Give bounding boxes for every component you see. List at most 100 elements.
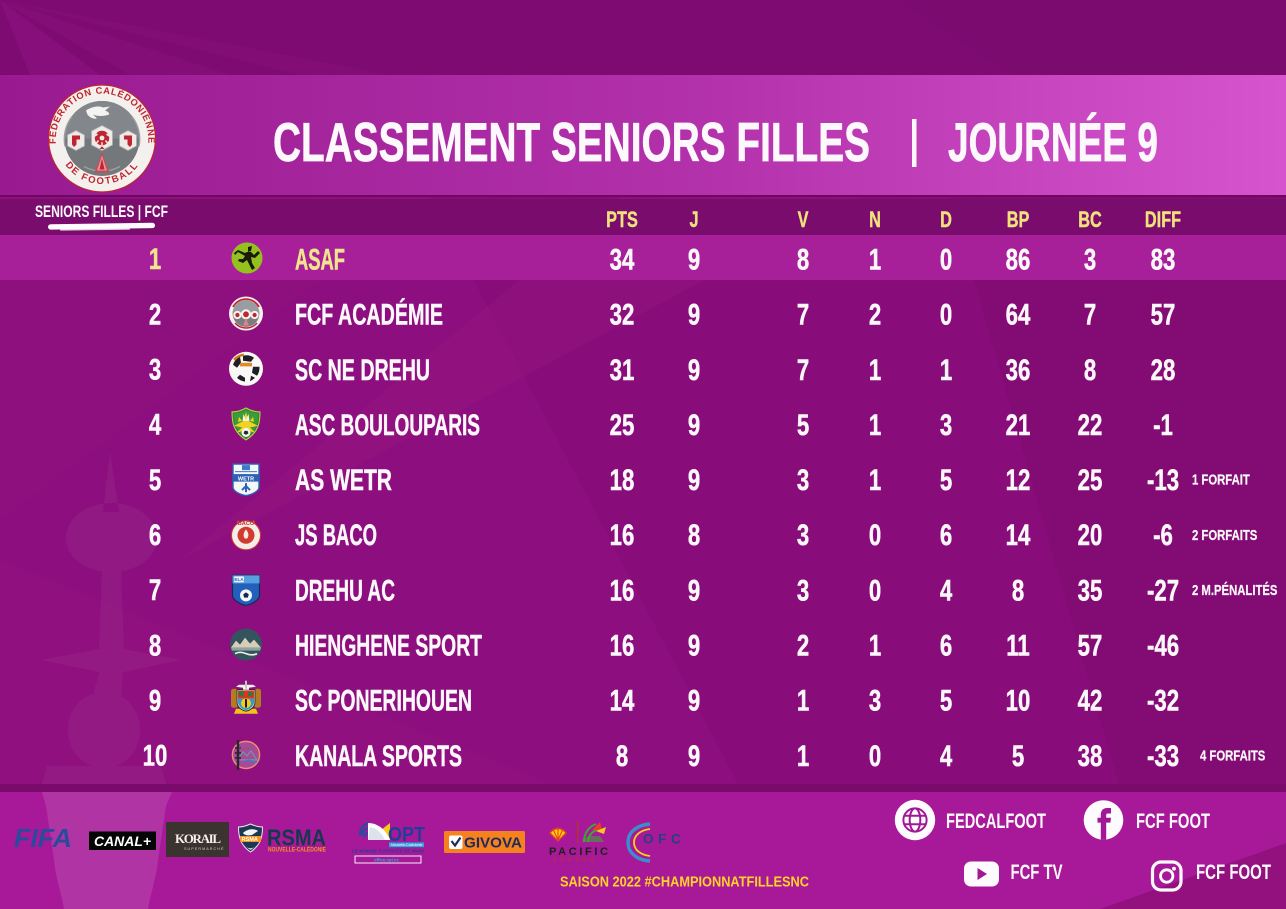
- svg-text:8: 8: [688, 518, 700, 552]
- svg-text:3: 3: [149, 352, 161, 386]
- svg-text:DREHU AC: DREHU AC: [295, 574, 395, 607]
- svg-text:16: 16: [610, 628, 635, 662]
- svg-text:5: 5: [940, 683, 952, 717]
- svg-text:-27: -27: [1147, 573, 1179, 607]
- svg-text:LE MONDE À PORTÉE DE MAIN: LE MONDE À PORTÉE DE MAIN: [352, 847, 425, 855]
- svg-text:D: D: [940, 208, 952, 233]
- svg-text:-6: -6: [1153, 518, 1173, 552]
- svg-text:FCF FOOT: FCF FOOT: [1196, 860, 1271, 884]
- svg-text:SENIORS FILLES | FCF: SENIORS FILLES | FCF: [35, 203, 168, 221]
- svg-text:3: 3: [797, 518, 809, 552]
- svg-text:0: 0: [940, 242, 952, 276]
- svg-text:14: 14: [610, 683, 635, 717]
- svg-text:J: J: [689, 208, 698, 233]
- svg-text:0: 0: [940, 297, 952, 331]
- svg-text:6: 6: [149, 518, 161, 552]
- svg-text:8: 8: [149, 628, 161, 662]
- svg-text:3: 3: [869, 683, 881, 717]
- svg-text:86: 86: [1006, 242, 1031, 276]
- svg-text:WETR: WETR: [238, 476, 254, 482]
- svg-text:9: 9: [688, 739, 700, 773]
- svg-text:1: 1: [797, 683, 809, 717]
- svg-text:-1: -1: [1153, 408, 1173, 442]
- svg-text:FCF FOOT: FCF FOOT: [1136, 809, 1210, 833]
- svg-text:28: 28: [1151, 353, 1176, 387]
- svg-text:N: N: [869, 208, 881, 233]
- svg-text:34: 34: [610, 242, 635, 276]
- svg-text:RSMA: RSMA: [242, 837, 258, 843]
- svg-text:CLASSEMENT SENIORS FILLES: CLASSEMENT SENIORS FILLES: [273, 111, 870, 173]
- svg-text:8: 8: [616, 739, 628, 773]
- svg-text:57: 57: [1151, 297, 1176, 331]
- svg-text:6: 6: [940, 628, 952, 662]
- svg-text:BACO: BACO: [238, 521, 255, 527]
- svg-text:1: 1: [869, 408, 881, 442]
- svg-text:83: 83: [1151, 242, 1176, 276]
- svg-text:GIVOVA: GIVOVA: [464, 835, 522, 852]
- svg-text:7: 7: [1084, 297, 1096, 331]
- svg-text:-46: -46: [1147, 628, 1179, 662]
- svg-text:16: 16: [610, 518, 635, 552]
- svg-text:HIENGHENE SPORT: HIENGHENE SPORT: [295, 630, 482, 663]
- svg-text:1: 1: [940, 353, 952, 387]
- svg-text:35: 35: [1078, 573, 1103, 607]
- svg-text:1: 1: [869, 628, 881, 662]
- svg-text:OPT: OPT: [388, 824, 425, 846]
- svg-text:57: 57: [1078, 628, 1103, 662]
- svg-text:9: 9: [688, 573, 700, 607]
- svg-text:2 M.PÉNALITÉS: 2 M.PÉNALITÉS: [1192, 582, 1278, 599]
- svg-text:3: 3: [940, 408, 952, 442]
- svg-text:9: 9: [688, 683, 700, 717]
- svg-text:2 FORFAITS: 2 FORFAITS: [1192, 526, 1258, 543]
- svg-text:32: 32: [610, 297, 635, 331]
- svg-text:SUPERMARCHÉ: SUPERMARCHÉ: [184, 846, 225, 851]
- svg-text:JOURNÉE 9: JOURNÉE 9: [948, 111, 1158, 173]
- svg-text:OFC: OFC: [643, 832, 685, 847]
- svg-text:7: 7: [149, 573, 161, 607]
- svg-text:BC: BC: [1078, 208, 1102, 233]
- svg-text:25: 25: [1078, 463, 1103, 497]
- svg-text:5: 5: [149, 463, 161, 497]
- svg-text:2: 2: [149, 297, 161, 331]
- svg-text:KANALA SPORTS: KANALA SPORTS: [295, 740, 462, 773]
- svg-text:BP: BP: [1007, 208, 1030, 233]
- svg-text:9: 9: [688, 628, 700, 662]
- svg-text:14: 14: [1006, 518, 1031, 552]
- svg-text:12: 12: [1006, 463, 1031, 497]
- svg-text:42: 42: [1078, 683, 1103, 717]
- svg-text:7: 7: [797, 353, 809, 387]
- svg-text:office.opt.nc: office.opt.nc: [374, 857, 400, 862]
- svg-text:FCF ACADÉMIE: FCF ACADÉMIE: [295, 298, 443, 332]
- svg-text:6: 6: [940, 518, 952, 552]
- svg-text:11: 11: [1006, 628, 1029, 662]
- svg-text:FIFA: FIFA: [14, 823, 72, 853]
- svg-text:4: 4: [940, 573, 953, 607]
- svg-text:22: 22: [1078, 408, 1103, 442]
- svg-text:18: 18: [610, 463, 635, 497]
- svg-text:Kanala: Kanala: [239, 746, 254, 751]
- svg-text:16: 16: [610, 573, 635, 607]
- svg-text:1: 1: [869, 353, 881, 387]
- svg-text:ASAF: ASAF: [295, 244, 345, 277]
- svg-text:1: 1: [797, 739, 809, 773]
- svg-text:20: 20: [1078, 518, 1103, 552]
- svg-text:36: 36: [1006, 353, 1031, 387]
- svg-text:JS BACO: JS BACO: [295, 519, 377, 552]
- svg-text:ELA: ELA: [234, 577, 244, 582]
- svg-text:8: 8: [797, 242, 809, 276]
- svg-text:KORAIL: KORAIL: [175, 831, 221, 846]
- svg-text:38: 38: [1078, 739, 1103, 773]
- svg-text:3: 3: [797, 573, 809, 607]
- svg-text:64: 64: [1006, 297, 1031, 331]
- svg-text:1: 1: [869, 242, 881, 276]
- svg-text:8: 8: [1084, 353, 1096, 387]
- svg-text:2: 2: [797, 628, 809, 662]
- svg-text:FEDCALFOOT: FEDCALFOOT: [946, 809, 1046, 833]
- svg-text:5: 5: [940, 463, 952, 497]
- svg-text:9: 9: [688, 463, 700, 497]
- svg-text:21: 21: [1006, 408, 1031, 442]
- svg-text:1: 1: [869, 463, 881, 497]
- svg-text:1 FORFAIT: 1 FORFAIT: [1192, 471, 1250, 488]
- svg-text:3: 3: [797, 463, 809, 497]
- svg-text:10: 10: [143, 738, 168, 772]
